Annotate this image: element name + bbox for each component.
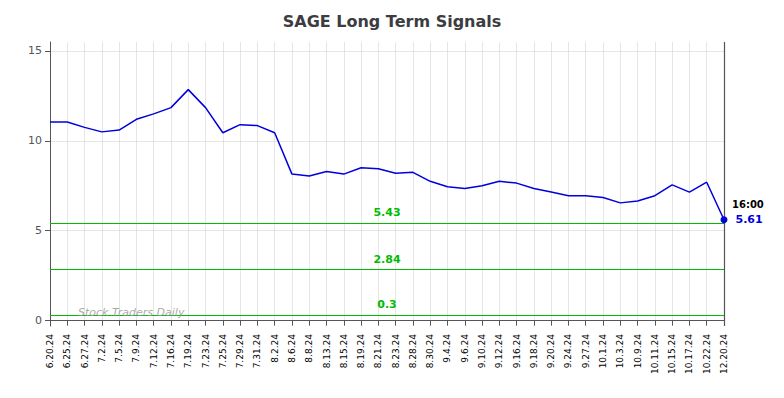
svg-text:9.6.24: 9.6.24 [460,334,470,363]
svg-text:7.2.24: 7.2.24 [97,334,107,363]
svg-text:10.3.24: 10.3.24 [615,334,625,369]
svg-text:7.5.24: 7.5.24 [114,334,124,363]
svg-text:9.20.24: 9.20.24 [546,334,556,369]
svg-text:2.84: 2.84 [373,253,400,266]
svg-text:8.21.24: 8.21.24 [373,334,383,369]
svg-text:7.25.24: 7.25.24 [218,334,228,369]
svg-text:0: 0 [35,314,42,327]
svg-text:8.28.24: 8.28.24 [408,334,418,369]
svg-text:8.23.24: 8.23.24 [391,334,401,369]
svg-text:8.30.24: 8.30.24 [425,334,435,369]
svg-text:12.20.24: 12.20.24 [719,334,729,374]
svg-text:7.19.24: 7.19.24 [183,334,193,369]
svg-text:10.11.24: 10.11.24 [650,334,660,374]
svg-text:6.27.24: 6.27.24 [80,334,90,369]
svg-text:5: 5 [35,224,42,237]
svg-text:SAGE Long Term Signals: SAGE Long Term Signals [283,12,502,31]
svg-text:8.6.24: 8.6.24 [287,334,297,363]
svg-text:9.4.24: 9.4.24 [442,334,452,363]
svg-text:8.8.24: 8.8.24 [304,334,314,363]
svg-text:16:00: 16:00 [732,199,764,210]
svg-text:15: 15 [28,44,42,57]
svg-text:10.9.24: 10.9.24 [633,334,643,369]
svg-text:9.10.24: 9.10.24 [477,334,487,369]
svg-text:7.16.24: 7.16.24 [166,334,176,369]
svg-text:0.3: 0.3 [377,298,397,311]
svg-text:10.15.24: 10.15.24 [667,334,677,374]
svg-text:9.16.24: 9.16.24 [512,334,522,369]
svg-text:9.18.24: 9.18.24 [529,334,539,369]
svg-text:9.12.24: 9.12.24 [494,334,504,369]
svg-text:9.27.24: 9.27.24 [581,334,591,369]
svg-text:8.13.24: 8.13.24 [322,334,332,369]
svg-text:10.1.24: 10.1.24 [598,334,608,369]
svg-text:9.24.24: 9.24.24 [563,334,573,369]
svg-text:Stock Traders Daily: Stock Traders Daily [78,306,185,319]
svg-text:10.22.24: 10.22.24 [702,334,712,374]
svg-text:10.17.24: 10.17.24 [684,334,694,374]
svg-text:8.15.24: 8.15.24 [339,334,349,369]
svg-text:8.2.24: 8.2.24 [270,334,280,363]
svg-text:7.29.24: 7.29.24 [235,334,245,369]
svg-text:5.43: 5.43 [373,206,400,219]
svg-text:7.9.24: 7.9.24 [131,334,141,363]
svg-text:6.25.24: 6.25.24 [62,334,72,369]
svg-text:8.19.24: 8.19.24 [356,334,366,369]
svg-text:10: 10 [28,134,42,147]
svg-text:7.23.24: 7.23.24 [201,334,211,369]
svg-text:5.61: 5.61 [736,213,763,226]
svg-text:7.12.24: 7.12.24 [149,334,159,369]
svg-text:7.31.24: 7.31.24 [252,334,262,369]
svg-text:6.20.24: 6.20.24 [45,334,55,369]
